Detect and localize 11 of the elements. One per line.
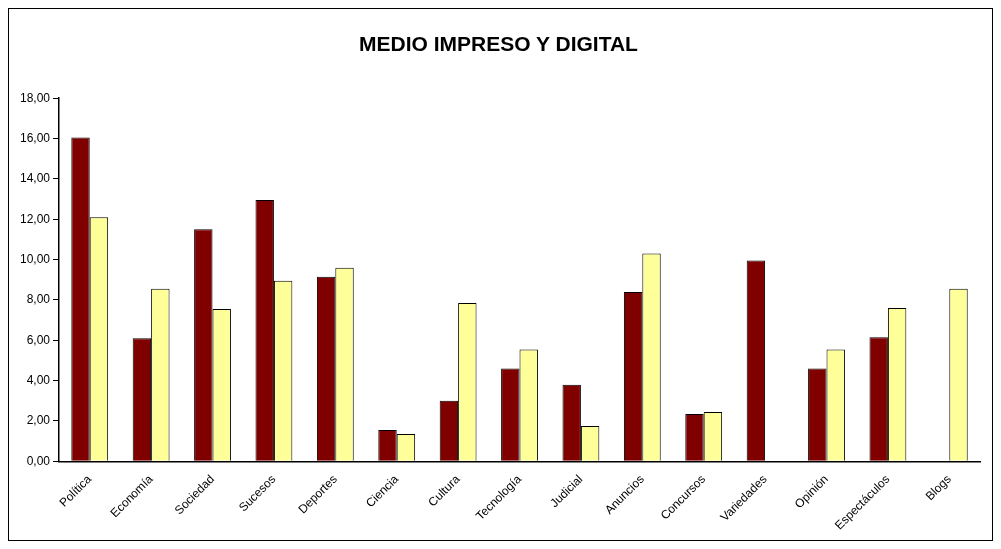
y-tick-label: 0,00 [26, 453, 51, 468]
chart-title: MEDIO IMPRESO Y DIGITAL [359, 32, 639, 56]
y-tick-label: 4,00 [26, 372, 51, 387]
y-tick-label: 2,00 [26, 413, 51, 428]
y-tick-label: 16,00 [20, 130, 51, 145]
y-tick-label: 8,00 [26, 292, 51, 307]
y-tick-label: 6,00 [26, 332, 51, 347]
y-tick-label: 18,00 [20, 90, 51, 105]
y-tick-label: 12,00 [20, 211, 51, 226]
y-tick-label: 14,00 [20, 171, 51, 186]
y-tick-label: 10,00 [20, 251, 51, 266]
